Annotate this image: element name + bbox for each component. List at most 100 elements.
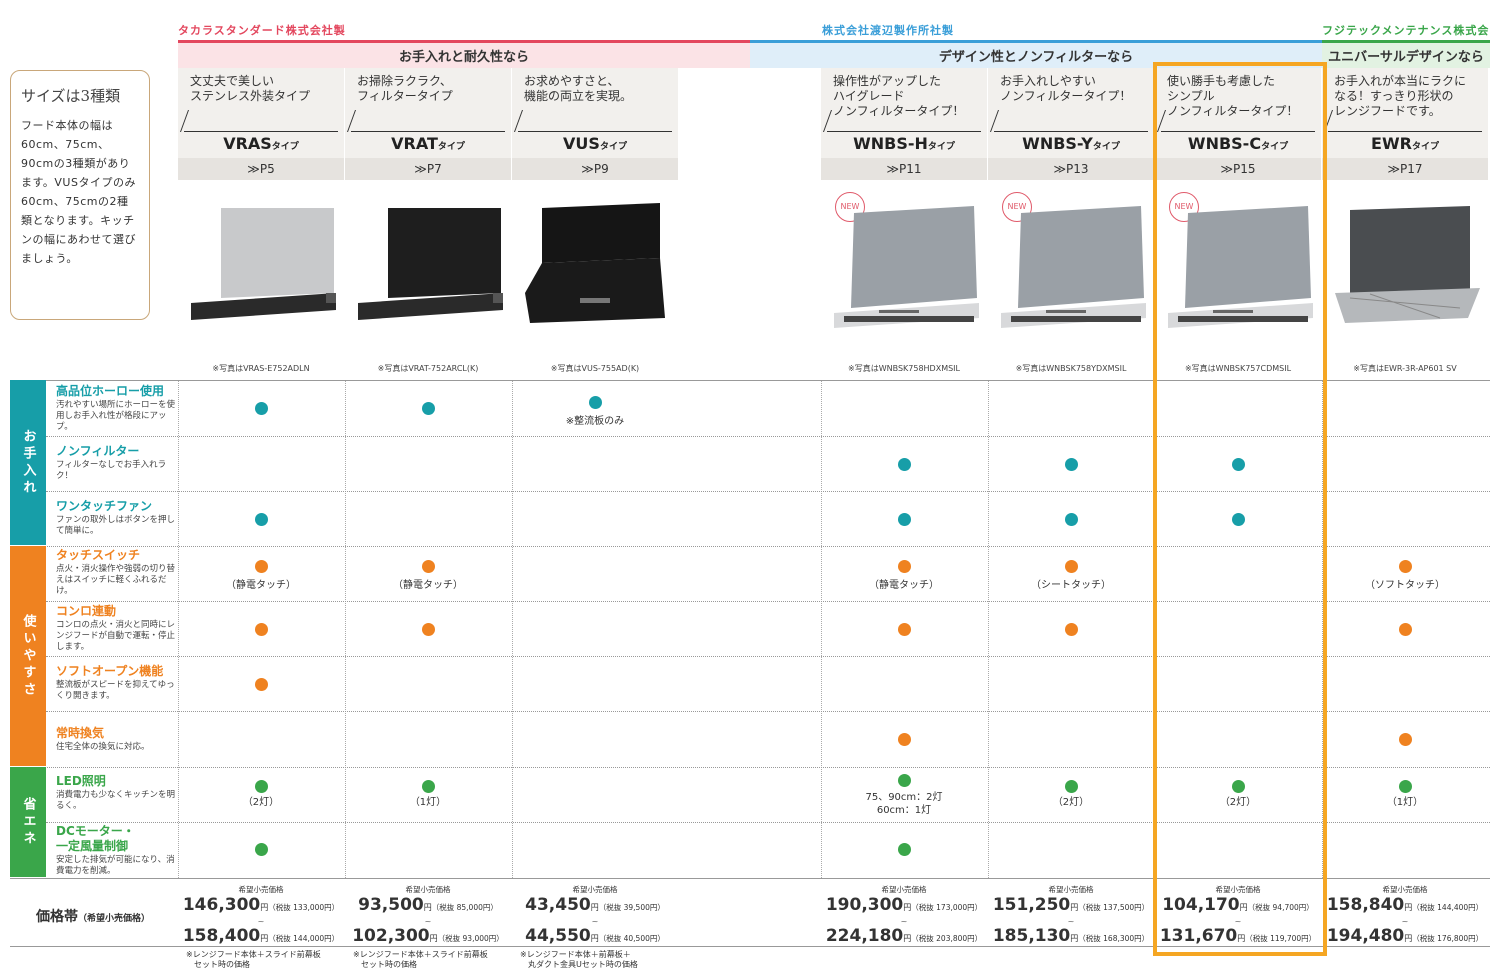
desc-callout-line: [351, 122, 505, 132]
band-universal: ユニバーサルデザインなら: [1322, 40, 1490, 68]
product-image-area: ※写真はVUS-755AD(K): [512, 180, 678, 380]
price-high: 158,400円（税抜 144,000円）: [182, 926, 340, 946]
price-low: 158,840円（税抜 144,400円）: [1326, 895, 1484, 915]
price-block: 希望小売価格 43,450円（税抜 39,500円） ~44,550円（税抜 40,…: [512, 880, 678, 946]
desc-callout-line: [1161, 122, 1315, 132]
product-page-link[interactable]: ≫P15: [1155, 158, 1321, 180]
product-name: WNBS-Yタイプ: [1022, 134, 1120, 153]
desc-callout-line: [994, 122, 1148, 132]
product-image-area: ※写真はVRAS-E752ADLN: [178, 180, 344, 380]
feature-dot: [1065, 623, 1078, 636]
photo-caption: ※写真はVUS-755AD(K): [550, 364, 640, 373]
feature-dot: [255, 402, 268, 415]
feature-dot: [1399, 780, 1412, 793]
feature-7: LED照明 消費電力も少なくキッチンを明るく。: [56, 774, 176, 812]
price-label: 希望小売価格: [405, 885, 451, 894]
desc-callout-line: [518, 122, 672, 132]
product-desc: 操作性がアップした ハイグレード ノンフィルタータイプ！: [833, 74, 965, 118]
price-block: 希望小売価格 104,170円（税抜 94,700円） ~131,670円（税抜 1…: [1155, 880, 1321, 946]
feature-dot: [898, 774, 911, 787]
product-name: EWRタイプ: [1371, 134, 1439, 153]
price-label: 希望小売価格: [881, 885, 927, 894]
photo-caption: ※写真はVRAS-E752ADLN: [212, 364, 310, 373]
product-page-link[interactable]: ≫P5: [178, 158, 344, 180]
feature-desc: フィルターなしでお手入れラク！: [56, 460, 167, 481]
feature-title: DCモーター・ 一定風量制御: [56, 824, 135, 853]
product-desc: 文丈夫で美しい ステンレス外装タイプ: [190, 74, 311, 103]
size-box-body: フード本体の幅は60cm、75cm、90cmの3種類があります。VUSタイプのみ…: [21, 119, 136, 265]
product-name: WNBS-Cタイプ: [1187, 134, 1289, 153]
feature-8: DCモーター・ 一定風量制御 安定した排気が可能になり、消費電力を削減。: [56, 824, 176, 877]
feature-title: ソフトオープン機能: [56, 664, 164, 678]
note-led: （2灯）: [242, 797, 280, 808]
feature-dot: [1065, 513, 1078, 526]
price-note: ※レンジフード本体＋スライド前幕板 セット時の価格: [186, 950, 321, 969]
maker-takara: タカラスタンダード株式会社製: [178, 24, 346, 37]
feature-4: コンロ連動 コンロの点火・消火と同時にレンジフードが自動で運転・停止します。: [56, 604, 176, 653]
feature-dot: [422, 560, 435, 573]
feature-desc: 住宅全体の換気に対応。: [56, 742, 150, 752]
feature-dot: [422, 780, 435, 793]
desc-callout-line: [184, 122, 338, 132]
feature-dot: [898, 458, 911, 471]
product-card-vus: お求めやすさと、 機能の両立を実現。 VUSタイプ ≫P9 ※写真はVUS-755AD…: [512, 68, 678, 380]
feature-dot: [1232, 780, 1245, 793]
product-image-area: ※写真はEWR-3R-AP601 SV: [1322, 180, 1488, 380]
maker-watanabe: 株式会社渡辺製作所社製: [822, 24, 954, 37]
feature-3: タッチスイッチ 点火・消火操作や強弱の切り替えはスイッチに軽くふれるだけ。: [56, 548, 176, 597]
product-image-area: NEW ※写真はWNBSK758HDXMSIL: [821, 180, 987, 380]
feature-5: ソフトオープン機能整流板がスピードを抑えてゆっくり開きます。: [56, 664, 176, 702]
feature-dot: [589, 396, 602, 409]
product-card-ewr: お手入れが本当にラクに なる！すっきり形状の レンジフードです。 EWRタイプ ≫P…: [1322, 68, 1488, 380]
feature-dot: [1232, 513, 1245, 526]
photo-caption: ※写真はWNBSK758HDXMSIL: [848, 364, 960, 373]
note-touch: （ソフトタッチ）: [1365, 580, 1445, 591]
price-block: 希望小売価格 190,300円（税抜 173,000円） ~224,180円（税抜 …: [821, 880, 987, 946]
feature-desc: 安定した排気が可能になり、消費電力を削減。: [56, 855, 175, 876]
size-box-title: サイズは3種類: [21, 87, 121, 105]
product-page-link[interactable]: ≫P13: [988, 158, 1154, 180]
product-image-area: NEW ※写真はWNBSK757CDMSIL: [1155, 180, 1321, 380]
product-desc: お手入れが本当にラクに なる！すっきり形状の レンジフードです。: [1334, 74, 1467, 118]
product-card-wnbs-h: 操作性がアップした ハイグレード ノンフィルタータイプ！ WNBS-Hタイプ ≫P1…: [821, 68, 987, 380]
feature-desc: 汚れやすい場所にホーローを使用しお手入れ性が格段にアップ。: [56, 400, 176, 432]
feature-dot: [255, 560, 268, 573]
feature-title: ノンフィルター: [56, 444, 140, 458]
price-block: 希望小売価格 93,500円（税抜 85,000円） ~102,300円（税抜 93…: [345, 880, 511, 946]
price-label: 希望小売価格: [238, 885, 284, 894]
feature-2: ワンタッチファン ファンの取外しはボタンを押して簡単に。: [56, 499, 176, 537]
price-high: 224,180円（税抜 203,800円）: [825, 926, 983, 946]
price-block: 希望小売価格 158,840円（税抜 144,400円） ~194,480円（税抜 …: [1322, 880, 1488, 946]
feature-dot: [1399, 623, 1412, 636]
product-page-link[interactable]: ≫P9: [512, 158, 678, 180]
product-page-link[interactable]: ≫P7: [345, 158, 511, 180]
product-name: VRASタイプ: [223, 134, 299, 153]
price-low: 93,500円（税抜 85,000円）: [358, 895, 498, 915]
feature-dot: [898, 733, 911, 746]
feature-title: 常時換気: [56, 726, 105, 740]
photo-caption: ※写真はEWR-3R-AP601 SV: [1353, 364, 1457, 373]
feature-desc: 整流板がスピードを抑えてゆっくり開きます。: [56, 680, 175, 701]
band-care: お手入れと耐久性なら: [178, 40, 750, 68]
feature-dot: [422, 623, 435, 636]
note-led: （2灯）: [1219, 797, 1257, 808]
product-desc: お手入れしやすい ノンフィルタータイプ！: [1000, 74, 1132, 103]
product-name: WNBS-Hタイプ: [853, 134, 955, 153]
feature-desc: ファンの取外しはボタンを押して簡単に。: [56, 515, 176, 536]
product-card-vrat: お掃除ラクラク、 フィルタータイプ VRATタイプ ≫P7 ※写真はVRAT-752A…: [345, 68, 511, 380]
product-name: VRATタイプ: [391, 134, 465, 153]
product-page-link[interactable]: ≫P17: [1322, 158, 1488, 180]
category-care: お手入れ: [10, 380, 46, 545]
product-card-wnbs-c: 使い勝手も考慮した シンプル ノンフィルタータイプ！ WNBS-Cタイプ ≫P15 N…: [1155, 68, 1321, 380]
feature-title: 高品位ホーロー使用: [56, 384, 165, 398]
feature-dot: [255, 843, 268, 856]
product-card-vras: 文丈夫で美しい ステンレス外装タイプ VRASタイプ ≫P5 ※写真はVRAS-E75…: [178, 68, 344, 380]
price-low: 43,450円（税抜 39,500円）: [525, 895, 665, 915]
feature-dot: [1399, 560, 1412, 573]
product-page-link[interactable]: ≫P11: [821, 158, 987, 180]
feature-desc: 消費電力も少なくキッチンを明るく。: [56, 790, 176, 811]
product-image-area: ※写真はVRAT-752ARCL(K): [345, 180, 511, 380]
note-led: （2灯）: [1052, 797, 1090, 808]
feature-dot: [255, 513, 268, 526]
category-eco: 省エネ: [10, 767, 46, 877]
